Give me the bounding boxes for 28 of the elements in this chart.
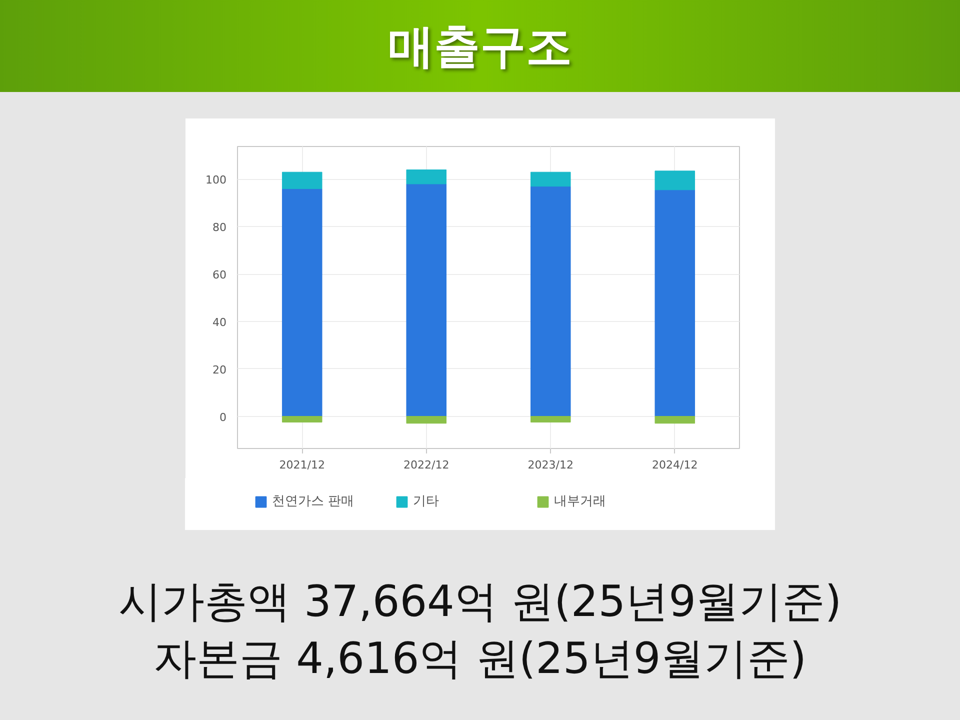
- x-tick-label: 2024/12: [652, 458, 698, 472]
- y-tick-label: 20: [212, 363, 227, 376]
- bar: [406, 169, 446, 184]
- chart-title: 매출구조: [0, 0, 960, 92]
- y-tick-label: 60: [212, 268, 227, 282]
- y-tick-label: 80: [212, 221, 227, 234]
- bar: [406, 416, 446, 424]
- text: 자본금 4,616억 원(25년9월기준): [152, 633, 808, 686]
- x-tick-label: 2022/12: [404, 458, 450, 472]
- legend-label: 천연가스 판매: [272, 493, 356, 510]
- bar: [654, 190, 696, 417]
- bar: [530, 186, 571, 417]
- y-tick-label: 100: [206, 174, 227, 187]
- bar: [406, 184, 446, 417]
- bar: [654, 416, 696, 424]
- bar: [654, 170, 696, 190]
- bar: [530, 416, 571, 422]
- bar: [530, 172, 571, 187]
- y-tick-label: 40: [212, 316, 227, 329]
- legend-label: 내부거래: [554, 493, 607, 510]
- bar: [282, 416, 322, 422]
- x-tick-label: 2023/12: [528, 458, 574, 472]
- bar: [282, 172, 322, 189]
- legend-label: 기타: [413, 493, 440, 510]
- y-tick-label: 0: [220, 410, 226, 424]
- x-tick-label: 2021/12: [279, 458, 325, 472]
- text: 시가총액 37,664억 원(25년9월기준): [117, 576, 843, 629]
- bar: [282, 188, 322, 417]
